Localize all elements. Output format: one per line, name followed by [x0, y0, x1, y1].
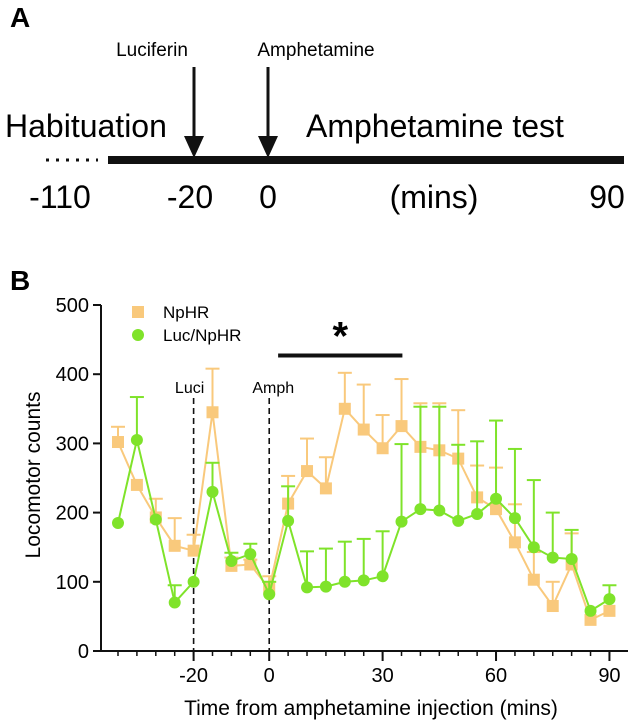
data-point — [376, 442, 389, 455]
series-luc-nphr — [112, 396, 617, 617]
data-point — [357, 423, 370, 436]
data-point — [130, 433, 143, 446]
x-tick-label: 30 — [371, 665, 393, 687]
data-point — [471, 507, 484, 520]
significance-star: * — [332, 315, 348, 359]
panel-a-timeline: A Luciferin Amphetamine Habituation Amph… — [5, 2, 625, 215]
x-axis: -20 0 30 60 90 — [101, 650, 628, 687]
data-point — [168, 539, 181, 552]
data-point — [527, 541, 540, 554]
luci-marker-label: Luci — [175, 380, 204, 397]
legend-swatch-nphr — [132, 306, 144, 318]
timeline-tick-start: -110 — [29, 179, 91, 215]
timeline-tick-end: 90 — [589, 179, 625, 215]
legend: NpHR Luc/NpHR — [132, 303, 241, 345]
data-point — [244, 548, 257, 561]
luciferin-arrow-head-icon — [184, 136, 204, 158]
data-point — [149, 513, 162, 526]
data-point — [225, 555, 238, 568]
data-point — [187, 544, 200, 557]
data-point — [395, 515, 408, 528]
data-point — [282, 514, 295, 527]
data-point — [565, 552, 578, 565]
legend-swatch-luc-nphr — [132, 329, 144, 341]
data-point — [319, 482, 332, 495]
y-tick-label: 0 — [78, 641, 89, 663]
data-point — [319, 580, 332, 593]
y-axis: 0 100 200 300 400 500 — [56, 295, 102, 663]
y-tick-label: 400 — [56, 364, 89, 386]
x-tick-label: 60 — [485, 665, 507, 687]
y-tick-label: 300 — [56, 433, 89, 455]
data-point — [130, 478, 143, 491]
habituation-label: Habituation — [5, 108, 167, 144]
data-point — [452, 514, 465, 527]
panel-b-letter: B — [10, 265, 30, 296]
series-nphr — [111, 367, 616, 626]
timeline-tick-units: (mins) — [390, 179, 479, 215]
timeline-tick-luciferin: -20 — [167, 179, 213, 215]
data-point — [263, 588, 276, 601]
legend-label-luc-nphr: Luc/NpHR — [163, 326, 241, 345]
data-point — [338, 575, 351, 588]
data-point — [112, 516, 124, 529]
event-markers: Luci Amph — [175, 380, 294, 651]
amphetamine-test-label: Amphetamine test — [306, 108, 564, 144]
data-point — [433, 504, 446, 517]
data-point — [338, 402, 351, 415]
amphetamine-arrow-head-icon — [258, 136, 278, 158]
series-line — [117, 406, 610, 622]
data-point — [376, 570, 389, 583]
data-point — [603, 604, 616, 617]
data-point — [603, 593, 616, 606]
x-tick-label: -20 — [179, 665, 208, 687]
legend-label-nphr: NpHR — [163, 303, 209, 322]
data-point — [490, 492, 503, 505]
data-point — [301, 465, 314, 478]
data-point — [508, 536, 521, 549]
data-point — [357, 574, 370, 587]
data-point — [301, 581, 314, 594]
data-point — [490, 503, 503, 516]
data-point — [395, 420, 408, 433]
x-axis-title: Time from amphetamine injection (mins) — [184, 697, 558, 720]
data-point — [187, 575, 200, 588]
y-tick-label: 100 — [56, 572, 89, 594]
data-point — [546, 551, 559, 564]
x-tick-label: 0 — [264, 665, 275, 687]
y-tick-label: 200 — [56, 503, 89, 525]
panel-a-letter: A — [10, 2, 30, 33]
data-point — [527, 573, 540, 586]
timeline-tick-zero: 0 — [259, 179, 277, 215]
significance-annotation: * — [278, 315, 403, 359]
x-tick-label: 90 — [598, 665, 620, 687]
y-tick-label: 500 — [56, 295, 89, 317]
amphetamine-label: Amphetamine — [257, 40, 374, 61]
data-point — [508, 512, 521, 525]
data-point — [414, 503, 427, 516]
data-point — [168, 596, 181, 609]
data-point — [112, 436, 124, 449]
data-point — [584, 613, 597, 626]
amph-marker-label: Amph — [252, 380, 294, 397]
panel-b-chart: B 0 100 200 300 400 500 -20 0 30 60 90 Locomotor … — [10, 265, 628, 720]
luciferin-label: Luciferin — [116, 40, 188, 61]
data-point — [584, 604, 597, 617]
data-point — [546, 600, 559, 613]
data-point — [206, 406, 219, 419]
y-axis-title: Locomotor counts — [22, 392, 45, 559]
data-point — [206, 485, 219, 498]
